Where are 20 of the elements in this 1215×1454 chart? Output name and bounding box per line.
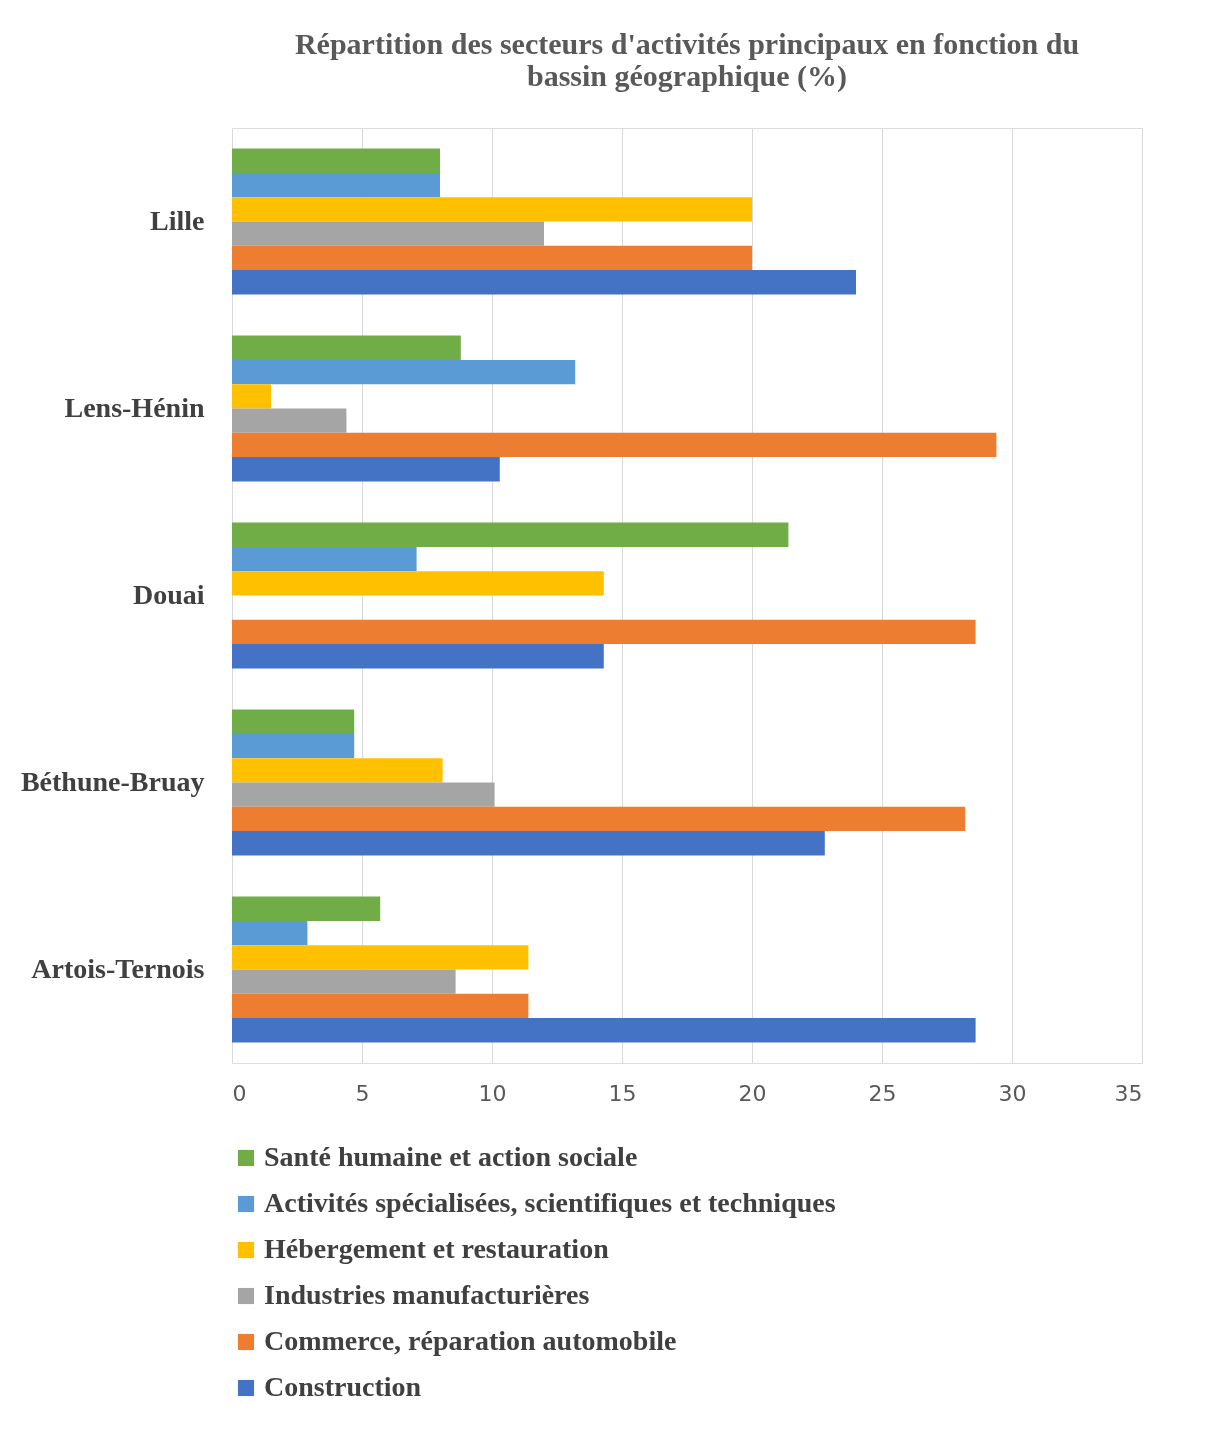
- x-tick-label: 10: [478, 1080, 507, 1106]
- x-tick-label: 20: [738, 1080, 767, 1106]
- y-tick-label: Lille: [150, 204, 205, 236]
- x-tick-label: 15: [608, 1080, 637, 1106]
- y-tick-label: Béthune-Bruay: [20, 765, 205, 797]
- y-tick-label: Artois-Ternois: [31, 952, 205, 984]
- x-tick-label: 5: [355, 1080, 370, 1106]
- legend-label: Commerce, réparation automobile: [264, 1325, 677, 1356]
- legend-label: Hébergement et restauration: [264, 1233, 610, 1264]
- y-tick-label: Lens-Hénin: [64, 391, 205, 423]
- x-tick-label: 25: [868, 1080, 897, 1106]
- legend-label: Activités spécialisées, scientifiques et techniques: [264, 1187, 836, 1218]
- legend-label: Santé humaine et action sociale: [264, 1141, 638, 1172]
- chart-title: Répartition des secteurs d'activités principaux en fonction du bassin géographique (%): [294, 27, 1080, 93]
- x-tick-label: 30: [998, 1080, 1027, 1106]
- legend-label: Industries manufacturières: [264, 1279, 590, 1310]
- y-tick-label: Douai: [132, 578, 205, 610]
- x-tick-label: 0: [232, 1080, 247, 1106]
- legend-label: Construction: [264, 1371, 422, 1402]
- x-tick-label: 35: [1114, 1080, 1143, 1106]
